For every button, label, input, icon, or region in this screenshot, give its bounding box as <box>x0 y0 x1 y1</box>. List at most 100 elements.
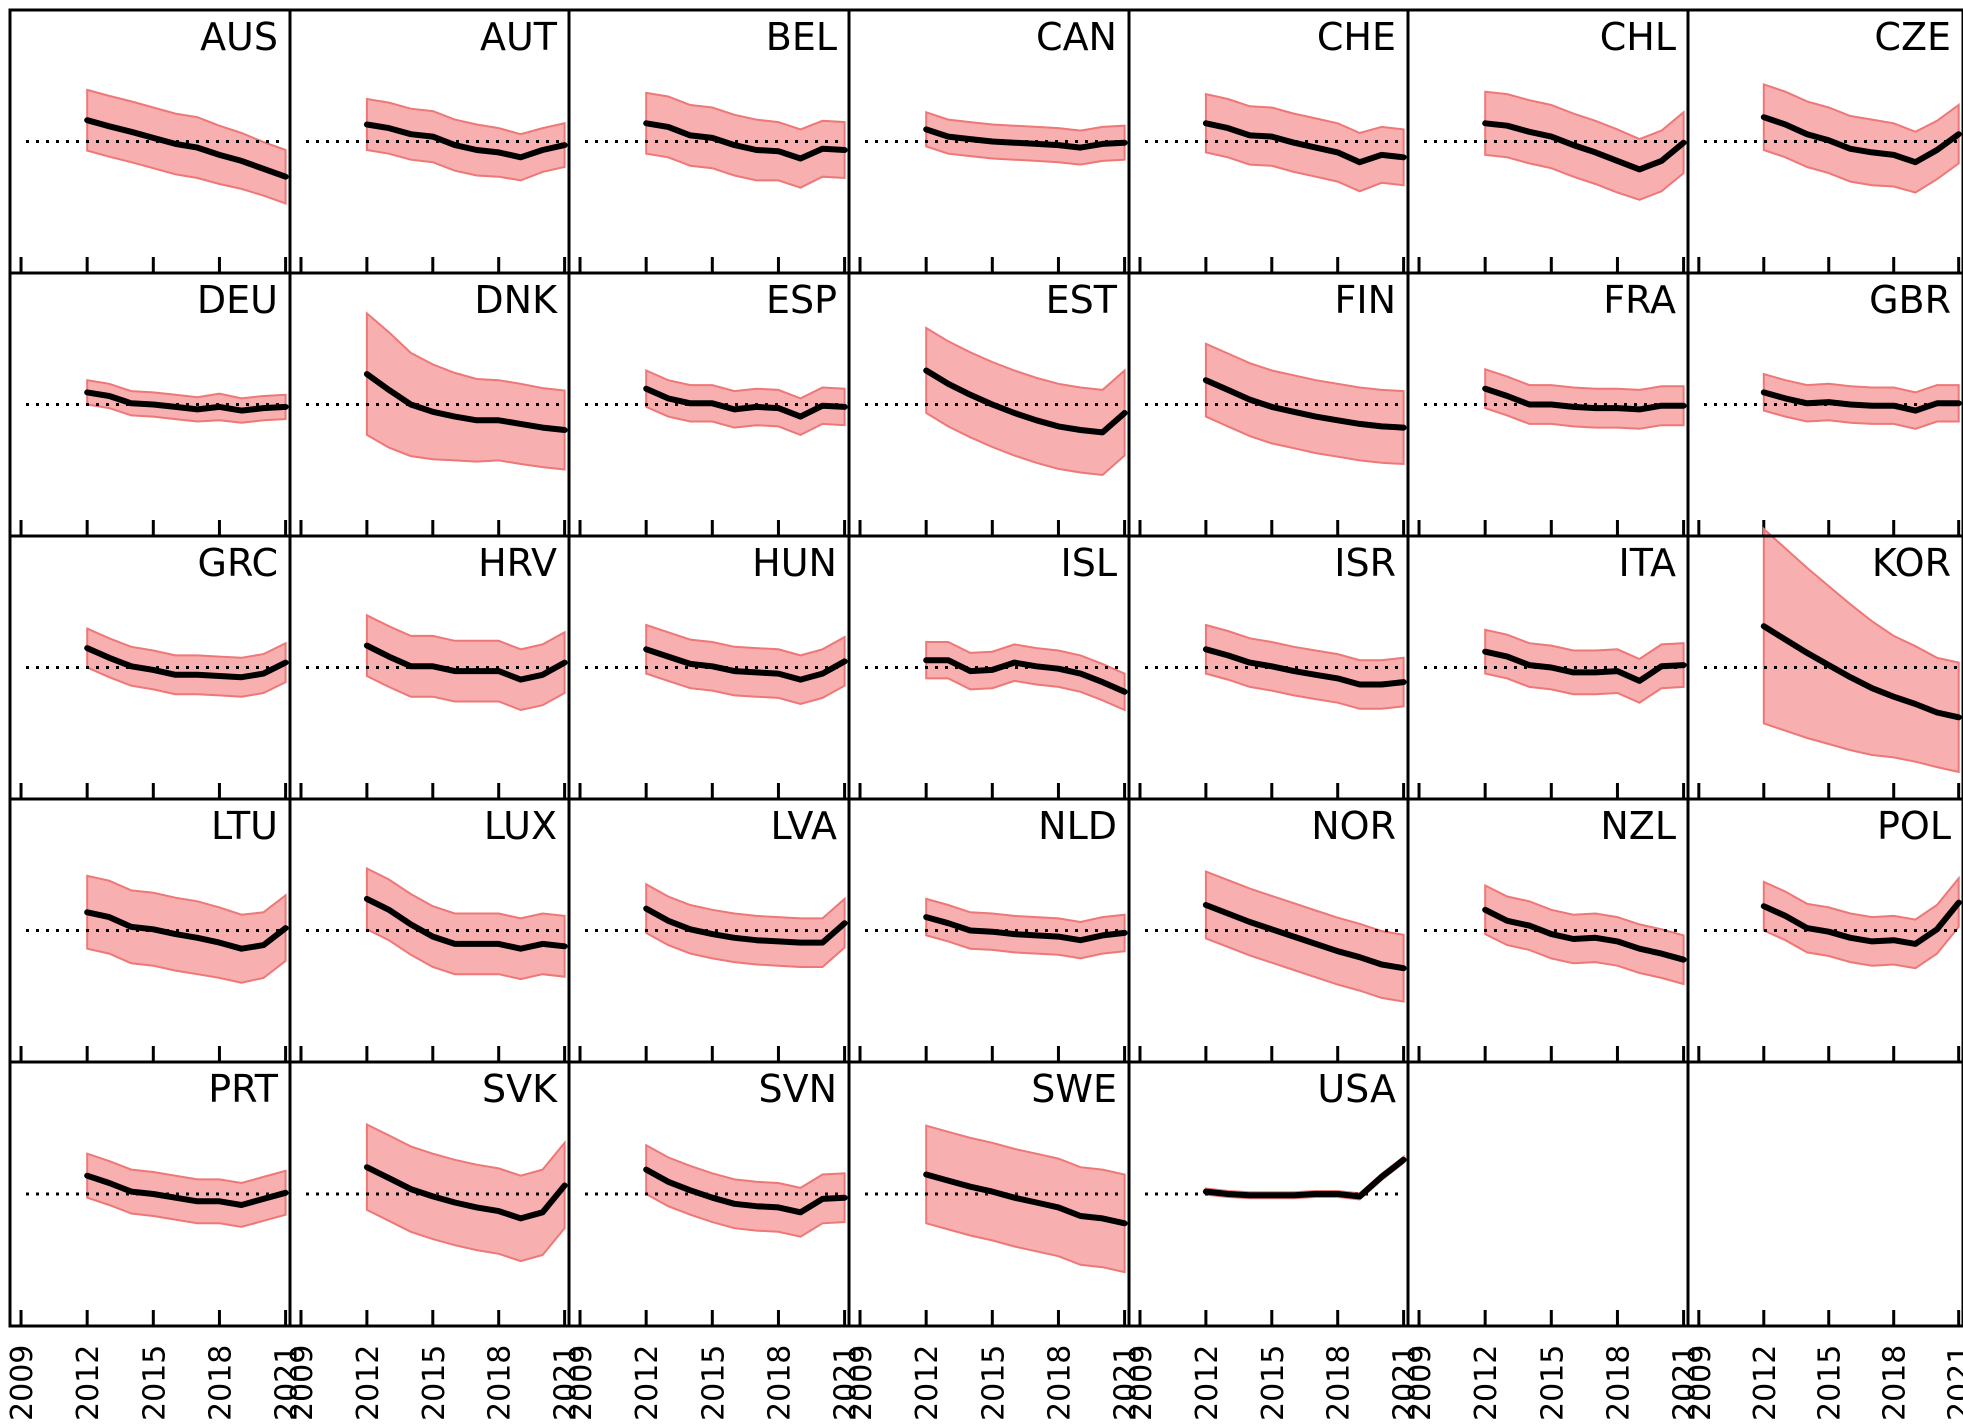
confidence-band <box>365 866 566 981</box>
panel-title: CZE <box>1874 15 1951 59</box>
confidence-band <box>925 641 1126 712</box>
confidence-band <box>925 110 1126 166</box>
panel: ISL <box>847 534 1131 801</box>
mean-line <box>1482 906 1687 963</box>
mean-line <box>643 385 848 420</box>
panel-frame <box>1406 1060 1690 1328</box>
mean-line <box>363 121 568 161</box>
confidence-band <box>645 623 846 706</box>
panel: POL <box>1686 797 1963 1064</box>
x-tick-label: 2012 <box>910 1345 945 1421</box>
confidence-band <box>365 311 566 471</box>
confidence-band <box>645 1143 846 1238</box>
panel: BEL <box>567 8 851 275</box>
x-tick-label: 2021 <box>1943 1345 1963 1421</box>
panel-title: CAN <box>1036 15 1117 59</box>
panel: HUN <box>567 534 851 801</box>
panel: HRV <box>288 534 571 801</box>
panel-title: DEU <box>197 278 278 322</box>
panel-title: BEL <box>766 15 837 59</box>
panel-frame <box>1686 1060 1963 1328</box>
panel-title: USA <box>1317 1067 1396 1111</box>
panel: LUX <box>288 797 571 1064</box>
panel-title: CHL <box>1600 15 1676 59</box>
panel-title: ISR <box>1334 541 1396 585</box>
x-tick-label: 2012 <box>1748 1345 1783 1421</box>
confidence-band <box>1204 342 1405 466</box>
mean-line <box>923 1171 1128 1227</box>
mean-line <box>84 389 289 414</box>
mean-line <box>84 645 289 681</box>
mean-line <box>923 126 1128 151</box>
panel-title: NLD <box>1038 804 1117 848</box>
x-tick-label: 2018 <box>1042 1345 1077 1421</box>
panel: EST <box>847 271 1131 538</box>
x-tick-label: 2015 <box>417 1345 452 1421</box>
mean-line <box>363 895 568 952</box>
panel: GBR <box>1686 271 1963 538</box>
panel-title: GBR <box>1869 278 1951 322</box>
panel-title: LVA <box>770 804 837 848</box>
confidence-band <box>1204 870 1405 1003</box>
mean-line <box>363 371 568 433</box>
confidence-band <box>645 882 846 968</box>
panel-title: SVN <box>758 1067 837 1111</box>
mean-line <box>1202 377 1407 431</box>
panel-title: GRC <box>198 541 279 585</box>
confidence-band <box>1762 83 1960 194</box>
panel: FIN <box>1127 271 1410 538</box>
confidence-band <box>86 1152 287 1228</box>
panel: LVA <box>567 797 851 1064</box>
panel <box>1406 1060 1690 1328</box>
panel-title: POL <box>1877 804 1951 848</box>
x-tick-label: 2018 <box>1322 1345 1357 1421</box>
panel-title: DNK <box>474 278 558 322</box>
x-tick-label: 2009 <box>1683 1345 1718 1421</box>
x-tick-label: 2021 <box>1668 1345 1703 1421</box>
confidence-band <box>365 97 566 182</box>
panel-title: LTU <box>211 804 278 848</box>
confidence-band <box>1762 526 1960 774</box>
panel: DNK <box>288 271 571 538</box>
x-tick-label: 2015 <box>696 1345 731 1421</box>
mean-line <box>1760 899 1962 947</box>
confidence-band <box>1204 623 1405 710</box>
panel: SVK <box>288 1060 571 1328</box>
panel: ITA <box>1406 534 1690 801</box>
mean-line <box>84 117 289 180</box>
panel-title: NOR <box>1311 804 1396 848</box>
confidence-band <box>1762 372 1960 430</box>
panel: NOR <box>1127 797 1410 1064</box>
panel: NZL <box>1406 797 1690 1064</box>
mean-line <box>923 914 1128 944</box>
mean-line <box>1202 646 1407 688</box>
mean-line <box>1482 120 1687 173</box>
panel: KOR <box>1686 526 1963 801</box>
x-tick-label: 2012 <box>71 1345 106 1421</box>
x-tick-label: 2015 <box>1813 1345 1848 1421</box>
x-tick-label: 2012 <box>1190 1345 1225 1421</box>
panel-title: HUN <box>752 541 837 585</box>
panel-title: EST <box>1046 278 1118 322</box>
panel: CHL <box>1406 8 1690 275</box>
x-tick-label: 2009 <box>5 1345 40 1421</box>
panel: NLD <box>847 797 1131 1064</box>
mean-line <box>1760 389 1962 414</box>
panel: ISR <box>1127 534 1410 801</box>
confidence-band <box>645 368 846 436</box>
x-tick-label: 2009 <box>1403 1345 1438 1421</box>
x-tick-label: 2018 <box>1878 1345 1913 1421</box>
x-tick-label: 2021 <box>1388 1345 1423 1421</box>
panel-title: PRT <box>208 1067 279 1111</box>
panel: CZE <box>1686 8 1963 275</box>
mean-line <box>643 120 848 162</box>
x-tick-label: 2015 <box>1256 1345 1291 1421</box>
panel-title: FIN <box>1335 278 1397 322</box>
confidence-band <box>365 1122 566 1263</box>
x-tick-label: 2021 <box>829 1345 864 1421</box>
mean-line <box>363 1164 568 1222</box>
mean-line <box>923 367 1128 436</box>
mean-line <box>923 657 1128 695</box>
x-tick-label: 2021 <box>270 1345 305 1421</box>
